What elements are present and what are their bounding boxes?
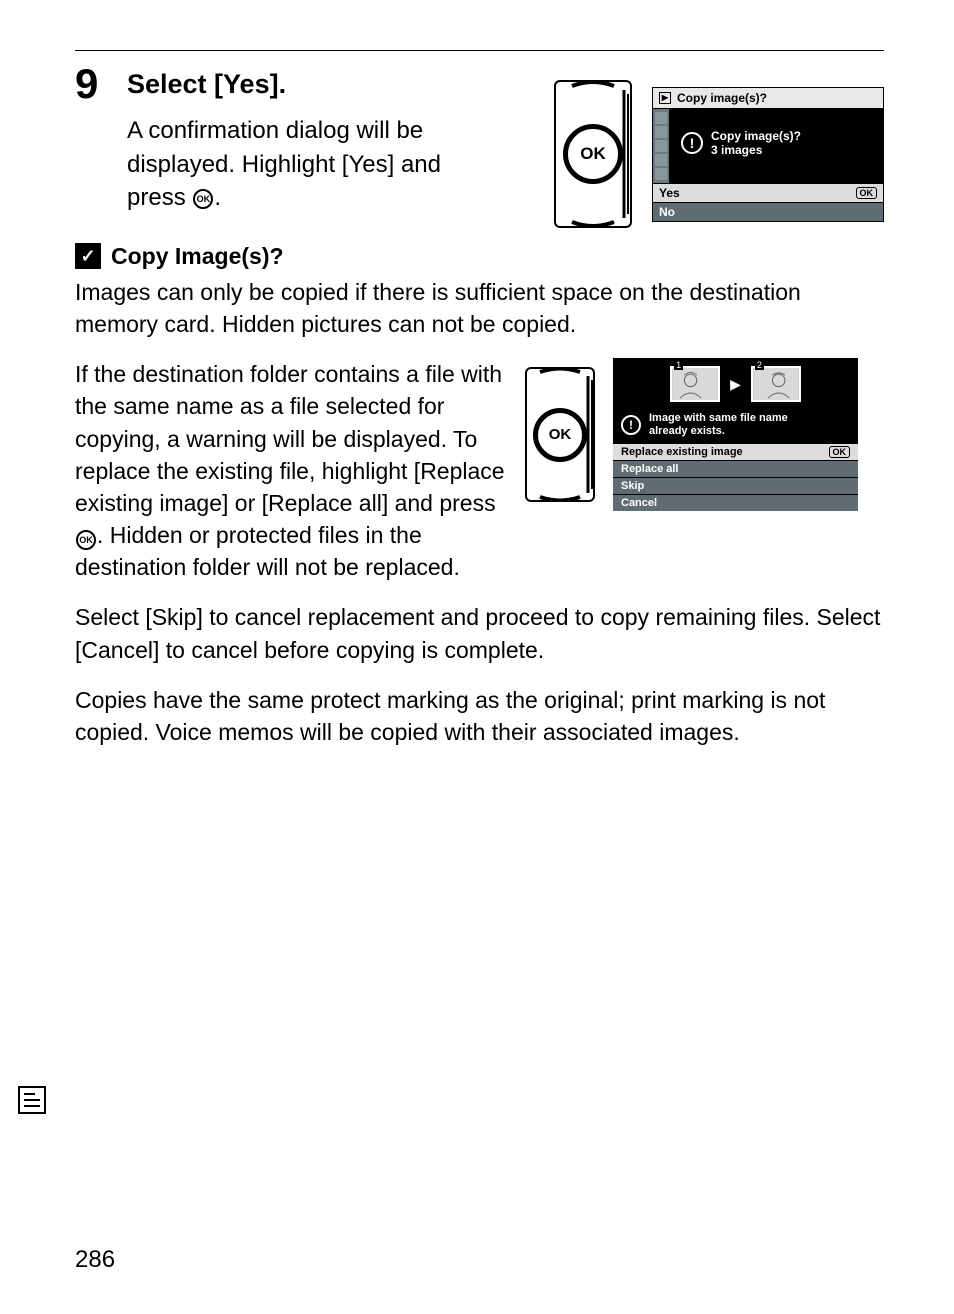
note-p4: Copies have the same protect marking as … [75,684,884,748]
ok-badge-icon: OK [829,446,851,458]
lcd2-opt4-label: Cancel [621,497,657,509]
note-p1: Images can only be copied if there is su… [75,276,884,340]
section-tab-icon [18,1086,46,1114]
lcd1-titlebar: ▶ Copy image(s)? [653,88,883,109]
lcd2-opt1-label: Replace existing image [621,446,743,458]
lcd1-option-yes: Yes OK [653,183,883,202]
arrow-right-icon: ▶ [730,376,741,393]
thumb-2-tag: 2 [755,360,764,370]
lcd1-alert-line1: Copy image(s)? [711,129,801,143]
lcd-replace-warning: 1 ▶ 2 ! Image with same file name [613,358,858,511]
note-icon: ✓ [75,243,101,269]
lcd1-alert: ! Copy image(s)? 3 images [675,119,877,174]
note-figure-row: OK 1 ▶ 2 [525,358,858,511]
lcd2-thumbs: 1 ▶ 2 [613,358,858,408]
note-p2-after: . Hidden or protected files in the desti… [75,522,460,580]
step-figure-row: OK ▶ Copy image(s)? ! Copy image(s)? 3 i… [554,80,884,228]
note-p2-before: If the destination folder contains a fil… [75,361,505,516]
lcd2-opt-replace-existing: Replace existing image OK [613,443,858,460]
page-number: 286 [75,1246,115,1274]
thumb-1-tag: 1 [674,360,683,370]
lcd2-opt-skip: Skip [613,477,858,494]
ok-glyph-icon: OK [193,189,213,209]
lcd2-alert-line1: Image with same file name [649,412,788,425]
lcd2-opt2-label: Replace all [621,463,678,475]
lcd2-opt-cancel: Cancel [613,494,858,511]
thumb-1: 1 [670,366,720,402]
lcd2-alert: ! Image with same file name already exis… [613,408,858,443]
lcd1-option-no: No [653,202,883,221]
step-number: 9 [75,63,115,105]
ok-button-illustration: OK [525,367,595,502]
lcd1-no-label: No [659,205,675,219]
note-p2: If the destination folder contains a fil… [75,358,505,583]
playback-icon: ▶ [659,92,671,104]
thumb-2: 2 [751,366,801,402]
lcd2-alert-line2: already exists. [649,425,788,438]
exclamation-icon: ! [621,415,641,435]
note-p3: Select [Skip] to cancel replacement and … [75,601,884,665]
exclamation-icon: ! [681,132,703,154]
ok-button-illustration: OK [554,80,632,228]
lcd1-yes-label: Yes [659,186,680,200]
ok-badge-icon: OK [856,187,878,199]
lcd-copy-confirm: ▶ Copy image(s)? ! Copy image(s)? 3 imag… [652,87,884,222]
lcd2-opt-replace-all: Replace all [613,460,858,477]
step-text: A confirmation dialog will be displayed.… [127,114,497,215]
step-text-before: A confirmation dialog will be displayed.… [127,117,441,211]
step-text-after: . [214,184,221,211]
lcd1-title: Copy image(s)? [677,91,767,105]
ok-glyph-icon: OK [76,530,96,550]
note-section: ✓ Copy Image(s)? Images can only be copi… [75,243,884,748]
note-title: Copy Image(s)? [111,243,284,270]
top-rule [75,50,884,51]
lcd1-sidebar [653,109,669,183]
lcd2-opt3-label: Skip [621,480,644,492]
lcd1-alert-line2: 3 images [711,143,801,157]
